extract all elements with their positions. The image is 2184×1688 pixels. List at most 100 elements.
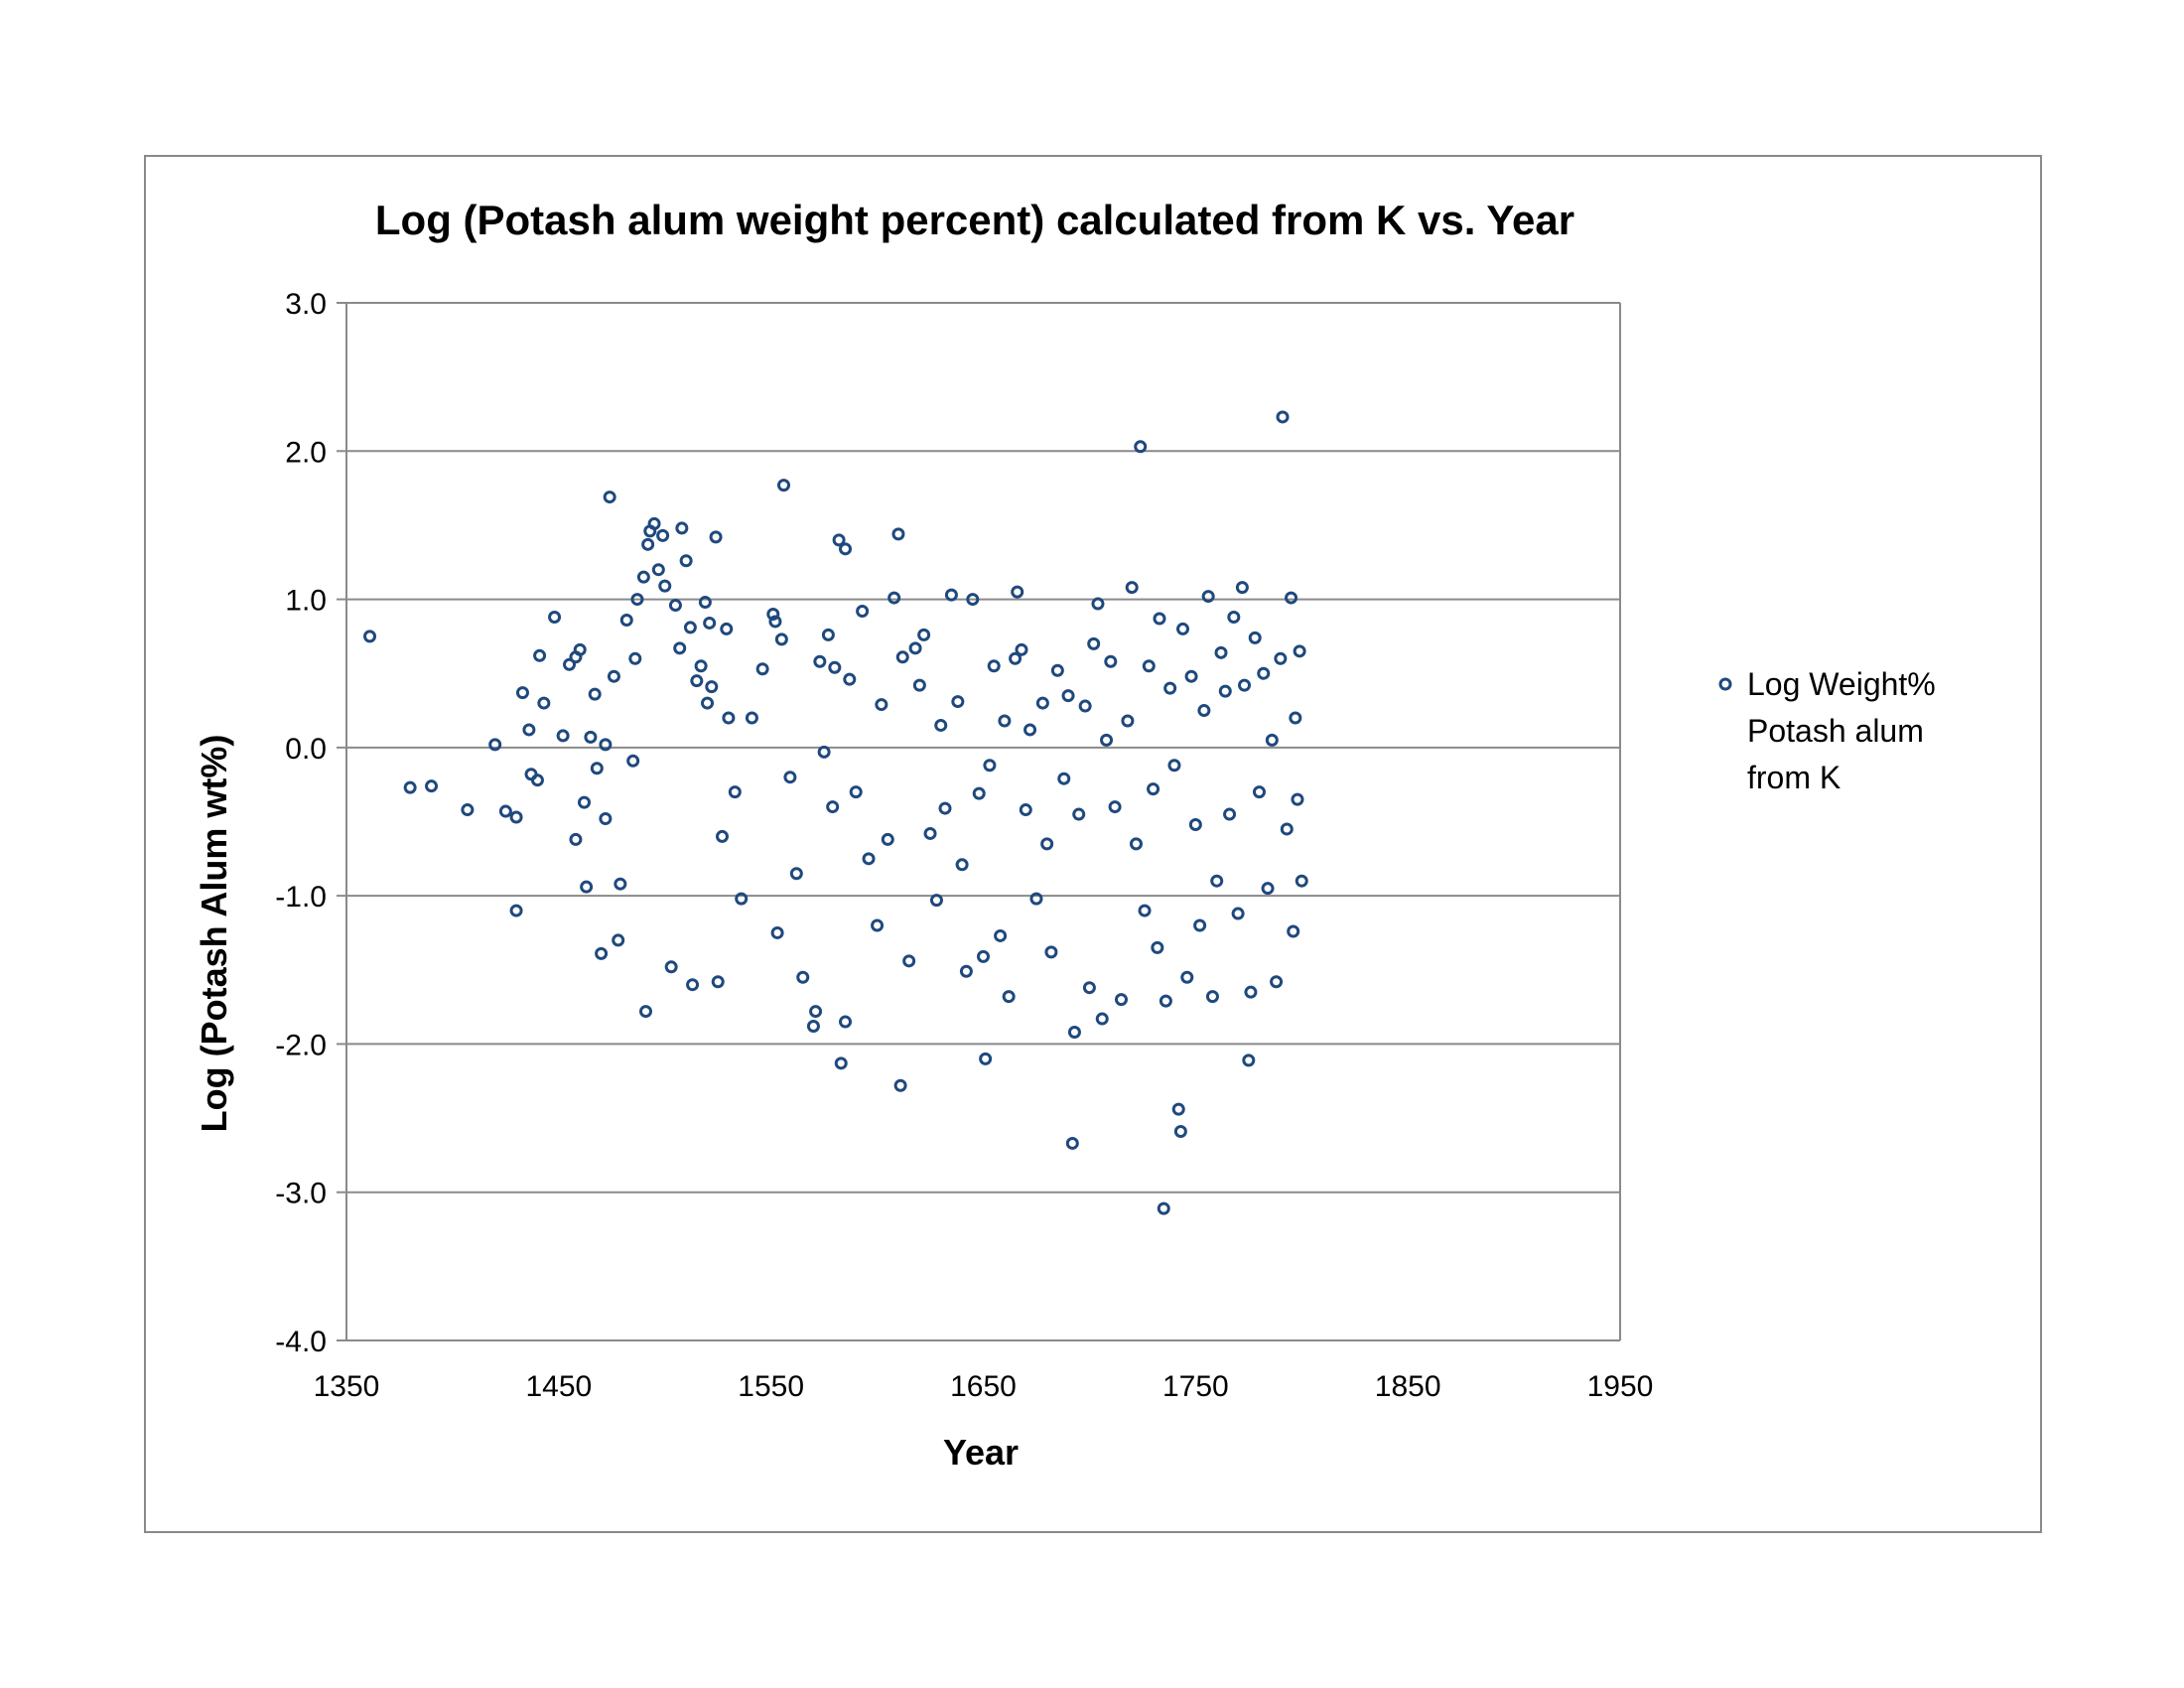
data-point [755, 662, 769, 676]
data-point [612, 933, 625, 947]
data-point [766, 608, 780, 621]
data-point [1072, 807, 1086, 821]
chart-title: Log (Potash alum weight percent) calcula… [375, 197, 1574, 243]
data-point [789, 867, 803, 881]
data-point [1002, 990, 1016, 1004]
data-point [679, 554, 693, 568]
data-point [690, 674, 704, 688]
data-point [636, 570, 650, 584]
data-point [809, 1005, 823, 1019]
data-point [832, 533, 846, 547]
data-point [959, 964, 973, 978]
data-point [363, 630, 377, 643]
data-point [768, 615, 782, 629]
gridlines [346, 302, 1620, 1194]
data-point [1231, 907, 1245, 920]
data-point [509, 904, 523, 917]
data-point [1201, 590, 1215, 604]
data-point [1009, 651, 1023, 665]
data-point [1138, 904, 1152, 917]
data-point [1091, 597, 1105, 611]
data-point [675, 521, 689, 535]
data-point [1295, 874, 1308, 888]
data-point [533, 648, 547, 662]
data-point [1153, 612, 1166, 626]
data-point [1082, 981, 1096, 995]
data-point [817, 745, 831, 759]
data-point [595, 946, 609, 960]
data-point [875, 698, 888, 712]
data-point [498, 804, 512, 818]
data-point [1257, 666, 1271, 680]
data-point [1214, 645, 1228, 659]
data-point [580, 880, 594, 894]
data-point [1180, 970, 1194, 984]
data-point [1040, 837, 1054, 851]
data-point [1125, 581, 1139, 595]
data-point [895, 650, 909, 664]
x-tick-labels: 1350 1450 1550 1650 1750 1850 1950 [314, 1370, 1654, 1403]
data-point [1176, 622, 1190, 635]
data-point [1291, 792, 1304, 806]
data-point [966, 593, 980, 607]
data-point [1142, 659, 1156, 673]
legend-label: Log Weight% Potash alum from K [1747, 666, 1936, 795]
data-point [1029, 892, 1043, 906]
data-point [461, 803, 475, 817]
data-point [686, 978, 700, 992]
data-point [530, 774, 544, 787]
y-tick-label: -3.0 [275, 1178, 327, 1210]
data-point [1248, 631, 1262, 644]
data-point [977, 949, 990, 963]
data-point [1095, 1012, 1109, 1026]
data-point [1285, 591, 1298, 605]
data-point [1193, 918, 1207, 932]
data-point [972, 786, 986, 800]
data-point [728, 785, 742, 799]
data-point [705, 680, 719, 694]
data-point [1050, 663, 1064, 677]
data-point [537, 696, 551, 710]
data-point [955, 858, 969, 872]
x-tick-label: 1750 [1162, 1370, 1229, 1403]
data-point [770, 925, 784, 939]
data-point [1270, 975, 1284, 989]
data-point [1087, 636, 1101, 650]
data-point [776, 479, 790, 492]
data-point [425, 779, 439, 793]
data-point [994, 928, 1008, 942]
data-point [1293, 644, 1306, 658]
data-point [1134, 440, 1148, 454]
data-point [1159, 994, 1172, 1008]
data-point [1129, 837, 1143, 851]
data-point [902, 954, 916, 968]
data-point [720, 622, 734, 635]
data-point [843, 672, 857, 686]
y-tick-label: 1.0 [285, 585, 327, 618]
data-point [1057, 772, 1071, 785]
data-point [1227, 610, 1241, 624]
data-points [363, 410, 1308, 1215]
y-tick-label: 0.0 [285, 733, 327, 766]
y-tick-label: 2.0 [285, 436, 327, 469]
data-point [1108, 800, 1122, 814]
data-point [979, 1052, 993, 1065]
data-point [1067, 1025, 1081, 1039]
data-point [722, 711, 736, 725]
data-point [1151, 940, 1164, 954]
data-point [1015, 642, 1028, 656]
data-point [1210, 874, 1224, 888]
x-tick-label: 1650 [950, 1370, 1017, 1403]
data-point [1121, 714, 1135, 728]
data-point [515, 686, 529, 700]
data-point [1061, 689, 1075, 703]
x-tick-label: 1350 [314, 1370, 380, 1403]
data-point [813, 654, 827, 668]
data-point [509, 810, 523, 824]
data-point [1163, 681, 1177, 695]
data-point [488, 738, 502, 752]
data-point [668, 599, 682, 613]
data-point [796, 970, 810, 984]
data-point [944, 588, 958, 602]
data-point [599, 738, 613, 752]
